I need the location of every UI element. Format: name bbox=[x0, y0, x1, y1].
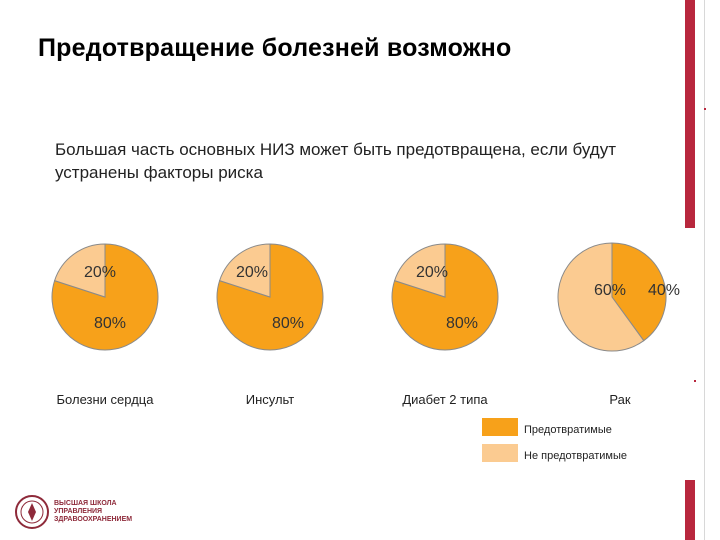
accent-bar-bottom bbox=[685, 480, 695, 540]
pie-label-not-preventable: 60% bbox=[594, 282, 626, 299]
legend-swatch-preventable bbox=[482, 418, 518, 436]
logo: ВЫСШАЯ ШКОЛА УПРАВЛЕНИЯ ЗДРАВООХРАНЕНИЕМ bbox=[14, 494, 144, 530]
page-title: Предотвращение болезней возможно bbox=[38, 34, 512, 62]
pie-slice-not-preventable bbox=[557, 242, 645, 352]
pie-slice-preventable bbox=[51, 243, 159, 351]
legend-item-not-preventable: Не предотвратимые bbox=[482, 444, 627, 462]
logo-text: ВЫСШАЯ ШКОЛА УПРАВЛЕНИЯ ЗДРАВООХРАНЕНИЕМ bbox=[54, 500, 133, 523]
pie-title: Диабет 2 типа bbox=[402, 392, 488, 407]
pie-slice-preventable bbox=[611, 242, 667, 342]
pie-slice-preventable bbox=[391, 243, 499, 351]
pie-label-not-preventable: 20% bbox=[84, 264, 116, 281]
pie-label-preventable: 80% bbox=[272, 315, 304, 332]
accent-dot bbox=[704, 108, 706, 110]
pie-label-not-preventable: 20% bbox=[236, 264, 268, 281]
pie-title: Рак bbox=[609, 392, 630, 407]
seal-icon bbox=[15, 495, 49, 529]
pie-slice-not-preventable bbox=[218, 243, 271, 298]
accent-dot bbox=[694, 380, 696, 382]
pie-label-not-preventable: 20% bbox=[416, 264, 448, 281]
right-divider-line bbox=[704, 0, 705, 540]
pie-label-preventable: 80% bbox=[446, 315, 478, 332]
legend-swatch-not-preventable bbox=[482, 444, 518, 462]
pie-slice-not-preventable bbox=[393, 243, 446, 298]
pie-label-preventable: 40% bbox=[648, 282, 680, 299]
pie-slice-not-preventable bbox=[53, 243, 106, 298]
legend-label-not-preventable: Не предотвратимые bbox=[524, 450, 628, 462]
pie-title: Инсульт bbox=[246, 392, 295, 407]
pie-title: Болезни сердца bbox=[57, 392, 155, 407]
pie-label-preventable: 80% bbox=[94, 315, 126, 332]
subtitle: Большая часть основных НИЗ может быть пр… bbox=[55, 140, 617, 182]
legend-item-preventable: Предотвратимые bbox=[482, 418, 627, 436]
accent-bar-top bbox=[685, 0, 695, 228]
legend-label-preventable: Предотвратимые bbox=[524, 424, 612, 436]
pie-slice-preventable bbox=[216, 243, 324, 351]
legend: Предотвратимые Не предотвратимые bbox=[482, 418, 627, 470]
